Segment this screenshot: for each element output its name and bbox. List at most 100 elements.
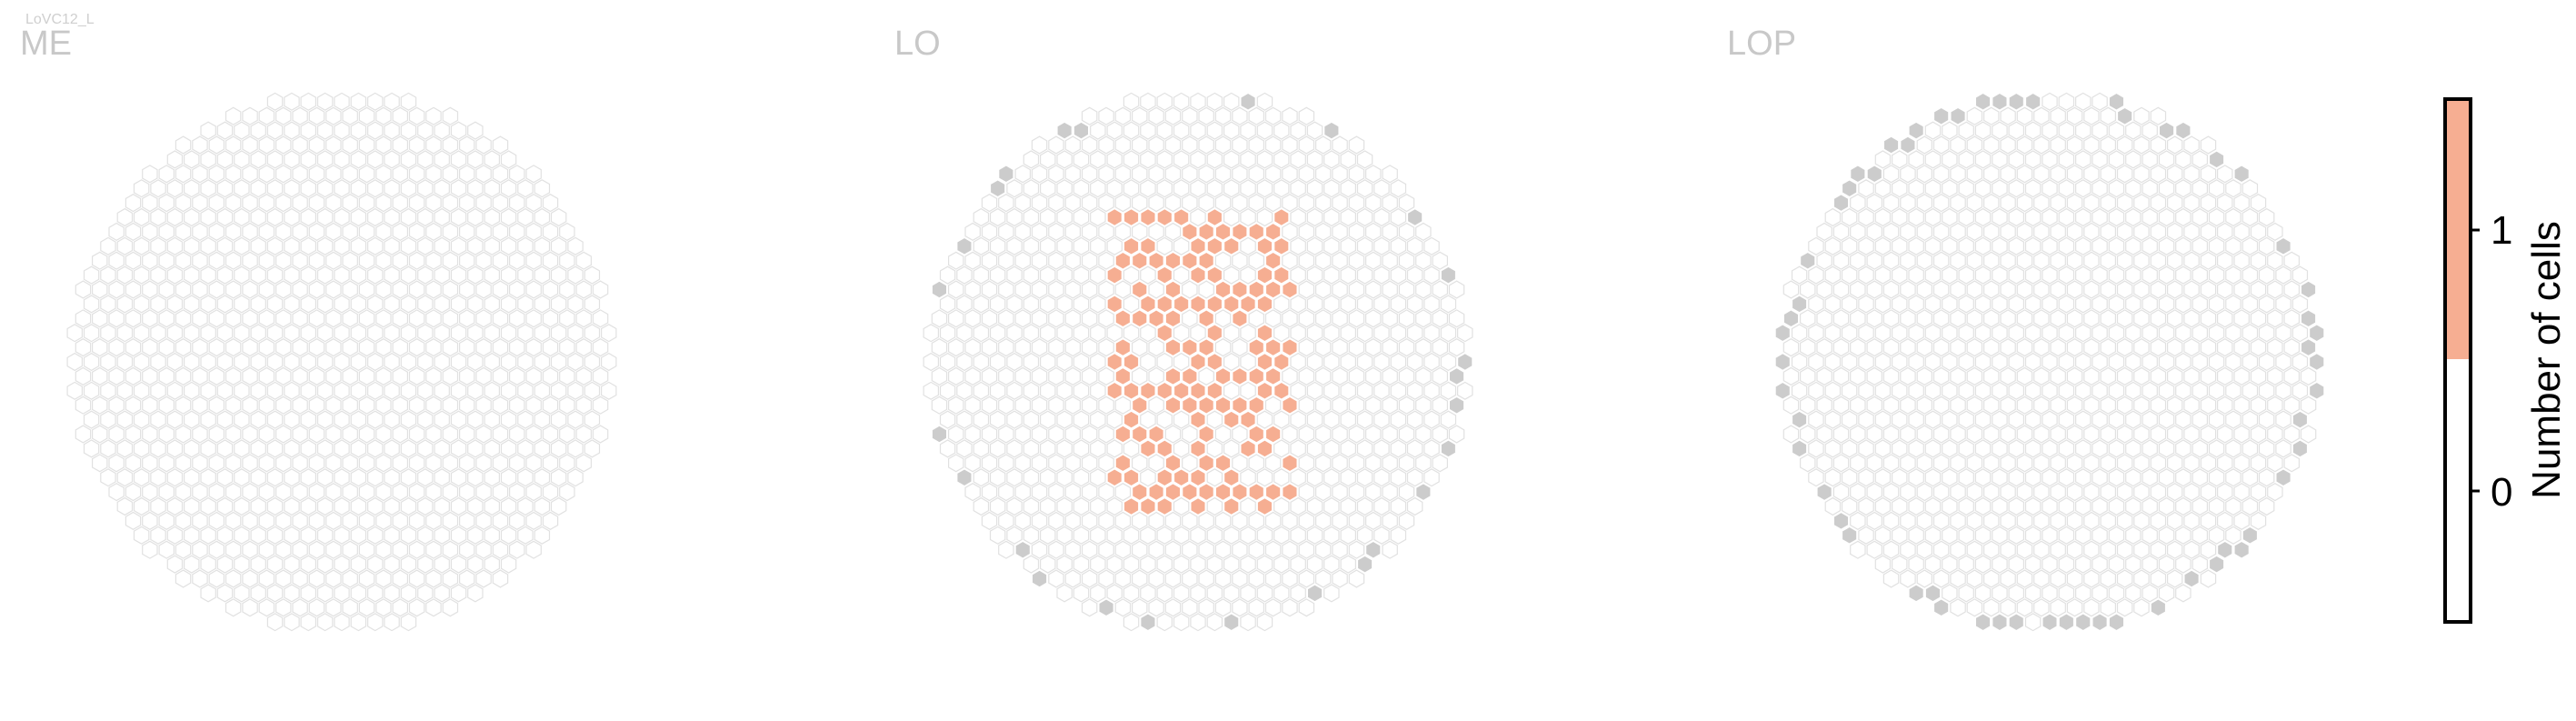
hex-column (2075, 555, 2092, 574)
hex-column (175, 511, 192, 530)
hex-column (1248, 598, 1265, 617)
hex-column (1966, 251, 1983, 270)
hex-column (1406, 324, 1423, 343)
hex-column (266, 584, 284, 603)
hex-column (2167, 454, 2183, 473)
hex-column-edge (1908, 584, 1924, 603)
hex-column (525, 309, 542, 328)
hex-column (2066, 569, 2083, 588)
hex-column (492, 280, 509, 299)
hex-column (192, 222, 208, 241)
hex-column (367, 179, 384, 198)
hex-column (91, 366, 108, 386)
hex-column (83, 439, 100, 458)
hex-column-highlighted (1106, 295, 1123, 314)
hex-column (2291, 324, 2309, 343)
hex-column (133, 236, 150, 255)
hex-column-highlighted (1106, 265, 1123, 285)
hex-column (266, 468, 284, 487)
hex-column (1373, 410, 1390, 429)
hex-column (542, 309, 559, 328)
hex-column (384, 295, 400, 314)
hex-column (2200, 280, 2217, 299)
hex-column (166, 410, 184, 429)
hex-column (1348, 251, 1365, 270)
hex-column (1364, 366, 1382, 386)
hex-column (947, 251, 964, 270)
hex-column (1924, 526, 1942, 545)
hex-column (100, 236, 116, 255)
hex-column (1090, 179, 1106, 198)
hex-column (184, 468, 200, 487)
hex-column (1198, 511, 1214, 530)
hex-column (1356, 265, 1373, 285)
hex-column (567, 439, 584, 458)
hex-column-highlighted (1131, 309, 1148, 328)
hex-column (1390, 324, 1407, 343)
hex-column (1448, 280, 1465, 299)
hex-column (208, 396, 225, 415)
hex-column (384, 496, 400, 516)
hex-column (2142, 121, 2158, 140)
hex-column (1340, 381, 1357, 400)
hex-column (1048, 483, 1064, 502)
hex-column (2016, 540, 2033, 559)
hex-column (316, 439, 334, 458)
hex-column (508, 194, 525, 213)
hex-column (1131, 135, 1148, 155)
hex-column (1932, 483, 1950, 502)
hex-column (989, 352, 1006, 372)
hex-column (2258, 295, 2275, 314)
hex-column (225, 251, 242, 270)
hex-column (400, 410, 417, 429)
hex-column (2108, 410, 2125, 429)
hex-column (2058, 526, 2075, 545)
hex-column-edge (2183, 569, 2200, 588)
hex-column (2033, 598, 2050, 617)
hex-column-edge (1240, 92, 1256, 111)
hex-column (2016, 251, 2033, 270)
hex-column (1240, 584, 1256, 603)
hex-column (1832, 280, 1850, 299)
hex-column-highlighted (1114, 366, 1132, 386)
hex-column (2183, 165, 2200, 184)
hex-column (400, 324, 417, 343)
hex-column (375, 454, 392, 473)
hex-column (2192, 381, 2208, 400)
hex-column (517, 236, 534, 255)
hex-column (2016, 598, 2033, 617)
hex-column (2075, 584, 2092, 603)
hex-column (1348, 222, 1365, 241)
hex-column (2092, 468, 2108, 487)
hex-column (2050, 106, 2066, 125)
hex-column (989, 526, 1006, 545)
hex-column (1048, 338, 1064, 357)
hex-column (1023, 496, 1040, 516)
hex-column (2167, 396, 2183, 415)
hex-column (2200, 569, 2217, 588)
hex-column (956, 381, 973, 400)
hex-column (1340, 236, 1357, 255)
hex-column (284, 207, 300, 227)
hex-column (1398, 251, 1415, 270)
hex-column (2142, 324, 2158, 343)
hex-column (342, 309, 358, 328)
hex-column (234, 496, 250, 516)
hex-column (1048, 251, 1064, 270)
hex-column (542, 454, 559, 473)
hex-column (1432, 338, 1449, 357)
hex-column (1190, 613, 1206, 632)
hex-column-edge (931, 280, 948, 299)
hex-column (1983, 165, 2000, 184)
hex-column (258, 425, 275, 444)
hex-column (1398, 511, 1415, 530)
hex-column (66, 352, 84, 372)
hex-column (2075, 439, 2092, 458)
hex-column (166, 468, 184, 487)
hex-column (2075, 526, 2092, 545)
hex-column (559, 280, 575, 299)
hex-column (1373, 236, 1390, 255)
hex-column (425, 396, 442, 415)
hex-column (2058, 555, 2075, 574)
